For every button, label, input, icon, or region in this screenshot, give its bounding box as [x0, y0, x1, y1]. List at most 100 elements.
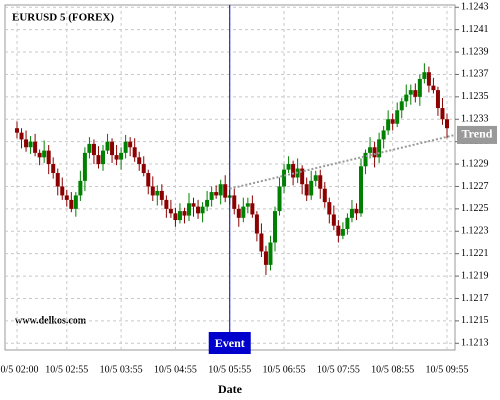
event-label: Event	[215, 336, 245, 350]
candle-body	[232, 195, 237, 209]
candle-body	[168, 208, 173, 214]
candle-body	[177, 211, 182, 221]
candle-body	[78, 180, 83, 196]
chart-title: EURUSD 5 (FOREX)	[12, 12, 114, 24]
candle-body	[132, 147, 137, 158]
candle-body	[309, 180, 314, 196]
candle-body	[291, 164, 296, 178]
candle-body	[286, 164, 291, 170]
candle-body	[368, 147, 373, 153]
candle-body	[340, 229, 345, 236]
candle-body	[64, 195, 69, 200]
trend-label: Trend	[462, 127, 493, 141]
x-tick-label: 10/5 05:55	[208, 364, 251, 375]
x-tick-label: 10/5 04:55	[154, 364, 197, 375]
candle-body	[55, 173, 60, 187]
candle-body	[200, 206, 205, 214]
candle-body	[187, 203, 191, 216]
candle-body	[128, 141, 133, 148]
candle-body	[399, 101, 404, 111]
candle-body	[426, 72, 431, 86]
candle-body	[377, 139, 382, 158]
candle-body	[82, 152, 87, 181]
candle-body	[268, 242, 273, 265]
candle-body	[37, 152, 42, 158]
candle-body	[390, 119, 395, 124]
candle-body	[386, 119, 391, 131]
y-tick-label: 1.1243	[461, 2, 489, 13]
candle-body	[336, 225, 341, 236]
candle-body	[146, 173, 151, 187]
candle-body	[408, 90, 413, 95]
x-tick-label: 10/5 02:55	[45, 364, 88, 375]
candle-body	[119, 152, 124, 160]
candle-body	[282, 169, 287, 187]
candle-body	[123, 141, 128, 153]
candle-body	[404, 94, 409, 102]
candle-body	[110, 141, 115, 156]
candle-body	[73, 195, 78, 209]
candle-body	[381, 130, 386, 140]
candle-body	[69, 199, 74, 209]
y-tick-label: 1.1227	[461, 181, 489, 192]
candle-body	[182, 211, 187, 216]
candle-body	[159, 190, 164, 200]
y-tick-label: 1.1229	[461, 158, 489, 169]
x-tick-label: 10/5 08:55	[371, 364, 414, 375]
y-tick-label: 1.1235	[461, 91, 489, 102]
candle-body	[318, 175, 323, 189]
candle-body	[196, 206, 201, 214]
candle-body	[263, 251, 268, 265]
candle-body	[191, 203, 196, 207]
y-tick-label: 1.1233	[461, 114, 489, 125]
event-box	[208, 332, 251, 354]
candle-body	[173, 213, 178, 221]
y-tick-label: 1.1241	[461, 24, 489, 35]
y-tick-label: 1.1217	[461, 293, 489, 304]
candle-body	[245, 203, 250, 207]
candle-body	[250, 203, 255, 215]
candle-body	[223, 184, 228, 198]
candle-body	[345, 217, 350, 230]
candle-body	[359, 166, 363, 214]
candle-body	[413, 90, 418, 97]
candle-body	[327, 202, 332, 215]
candle-body	[164, 199, 169, 209]
candle-body	[254, 214, 259, 234]
x-tick-label: 10/5 06:55	[263, 364, 306, 375]
y-tick-label: 1.1225	[461, 203, 489, 214]
candle-body	[431, 85, 436, 91]
x-axis-label: Date	[218, 382, 243, 396]
candle-body	[51, 164, 56, 174]
candle-body	[28, 141, 33, 148]
x-tick-label: 10/5 07:55	[317, 364, 360, 375]
y-tick-label: 1.1215	[461, 315, 489, 326]
y-tick-label: 1.1213	[461, 338, 489, 349]
candle-body	[241, 206, 246, 218]
candle-body	[445, 119, 449, 129]
candle-body	[155, 190, 160, 196]
y-tick-label: 1.1223	[461, 226, 489, 237]
candle-body	[363, 152, 368, 167]
candle-body	[395, 110, 400, 124]
candle-body	[372, 147, 377, 158]
candle-body	[209, 192, 214, 200]
y-tick-label: 1.1239	[461, 46, 489, 57]
candle-body	[354, 208, 359, 214]
candle-body	[91, 143, 96, 156]
candle-body	[150, 186, 155, 196]
candle-body	[33, 141, 38, 153]
trend-box	[457, 125, 497, 144]
candle-body	[277, 186, 282, 212]
candle-body	[349, 208, 354, 218]
candle-body	[304, 184, 309, 196]
x-tick-label: 10/5 09:55	[425, 364, 468, 375]
candle-body	[236, 208, 241, 218]
y-tick-label: 1.1219	[461, 270, 489, 281]
candle-body	[322, 188, 327, 203]
x-tick-label: 10/5 03:55	[100, 364, 143, 375]
candle-body	[87, 143, 92, 153]
candle-body	[300, 168, 305, 185]
candle-body	[42, 150, 47, 158]
